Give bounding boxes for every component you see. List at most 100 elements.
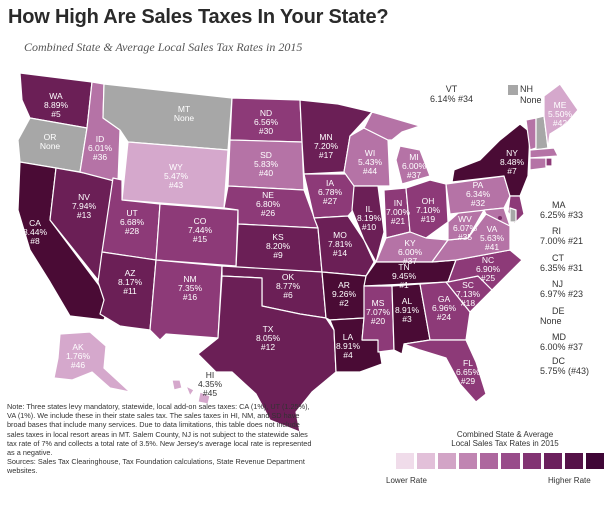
side-state-DC: DC 5.75% (#43)	[540, 356, 589, 376]
side-state-code: RI	[552, 226, 561, 236]
label-AZ: AZ 8.17% #11	[118, 268, 143, 296]
side-state-value: 6.97% #23	[540, 289, 584, 299]
state-RI[interactable]	[545, 157, 553, 167]
label-IA: IA 6.78% #27	[318, 178, 343, 206]
label-HI: HI 4.35% #45	[198, 370, 223, 398]
state-ME[interactable]	[543, 83, 579, 149]
legend-swatch	[480, 453, 499, 469]
state-CT[interactable]	[529, 157, 547, 171]
legend-swatch	[438, 453, 457, 469]
side-state-CT: CT 6.35% #31	[540, 253, 583, 273]
side-state-value: 6.00% #37	[540, 342, 584, 352]
state-MT[interactable]	[102, 83, 233, 151]
label-AR: AR 9.26% #2	[332, 280, 357, 308]
side-state-code: DE	[552, 306, 565, 316]
label-NE: NE 6.80% #26	[256, 190, 281, 218]
side-state-value: 6.25% #33	[540, 210, 584, 220]
label-ID: ID 6.01% #36	[88, 134, 113, 162]
side-state-value: 5.75% (#43)	[540, 366, 590, 376]
label-KY: KY 6.00% #37	[398, 238, 423, 266]
label-WI: WI 5.43% #44	[358, 148, 383, 176]
side-state-code: MD	[552, 332, 566, 342]
state-MO[interactable]	[313, 215, 375, 277]
label-ME: ME 5.50% #42	[548, 100, 573, 128]
page-title: How High Are Sales Taxes In Your State?	[8, 6, 389, 28]
label-TN: TN 9.45% #1	[392, 262, 417, 290]
dc-marker	[498, 216, 502, 220]
legend-low-label: Lower Rate	[386, 476, 427, 485]
legend-swatch	[459, 453, 478, 469]
label-ND: ND 6.56% #30	[254, 108, 279, 136]
label-MI: MI 6.00% #37	[402, 152, 427, 180]
side-state-value: 6.35% #31	[540, 263, 584, 273]
label-OK: OK 8.77% #6	[276, 272, 301, 300]
note-line: as a negative.	[7, 448, 53, 458]
note-text: Note: Three states levy mandatory, state…	[7, 402, 379, 476]
vt-code: VT	[445, 84, 458, 94]
legend-scale	[396, 453, 604, 469]
nh-code: NH	[520, 84, 533, 94]
label-IN: IN 7.00% #21	[386, 198, 411, 226]
legend-title-line: Combined State & Average	[456, 430, 554, 439]
label-KS: KS 8.20% #9	[266, 232, 291, 260]
page-subtitle: Combined State & Average Local Sales Tax…	[24, 40, 303, 54]
note-line: tax rate of 7% and collects a total rate…	[7, 438, 312, 448]
state-MD[interactable]	[483, 207, 511, 227]
label-NV: NV 7.94% #13	[72, 192, 97, 220]
note-line: sales taxes in local resort areas in MT.…	[7, 429, 308, 439]
legend-title-line: Local Sales Tax Rates in 2015	[451, 439, 559, 448]
label-NY: NY 8.48% #7	[500, 148, 525, 176]
label-GA: GA 6.96% #24	[432, 294, 457, 322]
label-MO: MO 7.81% #14	[328, 230, 353, 258]
state-MA[interactable]	[529, 147, 559, 159]
nh-swatch	[508, 84, 518, 95]
side-state-NJ: NJ 6.97% #23	[540, 279, 583, 299]
side-state-MD: MD 6.00% #37	[540, 332, 583, 352]
state-FL[interactable]	[403, 339, 487, 403]
label-CA: CA 8.44% #8	[23, 218, 48, 246]
sources-line: Sources: Sales Tax Clearinghouse, Tax Fo…	[7, 457, 305, 467]
legend-swatch	[564, 453, 583, 469]
side-state-DE: DE None	[540, 306, 565, 326]
side-state-value: 7.00% #21	[540, 236, 584, 246]
side-state-value: None	[540, 316, 562, 326]
label-WA: WA 8.89% #5	[44, 91, 69, 119]
state-AK[interactable]	[53, 331, 131, 393]
legend-swatch	[501, 453, 520, 469]
state-HI[interactable]	[171, 379, 211, 405]
nh-callout: NH None	[508, 84, 542, 105]
legend-title: Combined State & Average Local Sales Tax…	[430, 430, 580, 448]
label-CO: CO 7.44% #15	[188, 216, 213, 244]
label-WY: WY 5.47% #43	[164, 162, 189, 190]
label-SD: SD 5.83% #40	[254, 150, 279, 178]
label-AL: AL 8.91% #3	[395, 296, 420, 324]
label-MS: MS 7.07% #20	[366, 298, 391, 326]
label-SC: SC 7.13% #18	[456, 280, 481, 308]
label-PA: PA 6.34% #32	[466, 180, 491, 208]
label-OH: OH 7.10% #19	[416, 196, 441, 224]
side-state-code: MA	[552, 200, 566, 210]
legend-swatch	[543, 453, 562, 469]
label-NM: NM 7.35% #16	[178, 274, 203, 302]
side-state-code: CT	[552, 253, 564, 263]
label-MT: MT None	[174, 104, 195, 123]
legend-swatch	[522, 453, 541, 469]
vt-value: 6.14% #34	[430, 94, 474, 104]
side-state-code: NJ	[552, 279, 563, 289]
note-line: broad bases that include many services. …	[7, 420, 300, 430]
state-MI[interactable]	[363, 111, 431, 185]
label-UT: UT 6.68% #28	[120, 208, 145, 236]
label-AK: AK 1.76% #46	[66, 342, 91, 370]
legend-swatch	[396, 453, 415, 469]
label-LA: LA 8.91% #4	[336, 332, 361, 360]
note-line: Note: Three states levy mandatory, state…	[7, 402, 310, 411]
label-IL: IL 8.19% #10	[357, 204, 382, 232]
legend-high-label: Higher Rate	[548, 476, 591, 485]
state-NY[interactable]	[451, 123, 531, 197]
label-TX: TX 8.05% #12	[256, 324, 281, 352]
side-state-code: DC	[552, 356, 565, 366]
state-TX[interactable]	[197, 275, 337, 433]
sources-line: websites.	[7, 466, 38, 476]
state-DE[interactable]	[509, 207, 517, 223]
